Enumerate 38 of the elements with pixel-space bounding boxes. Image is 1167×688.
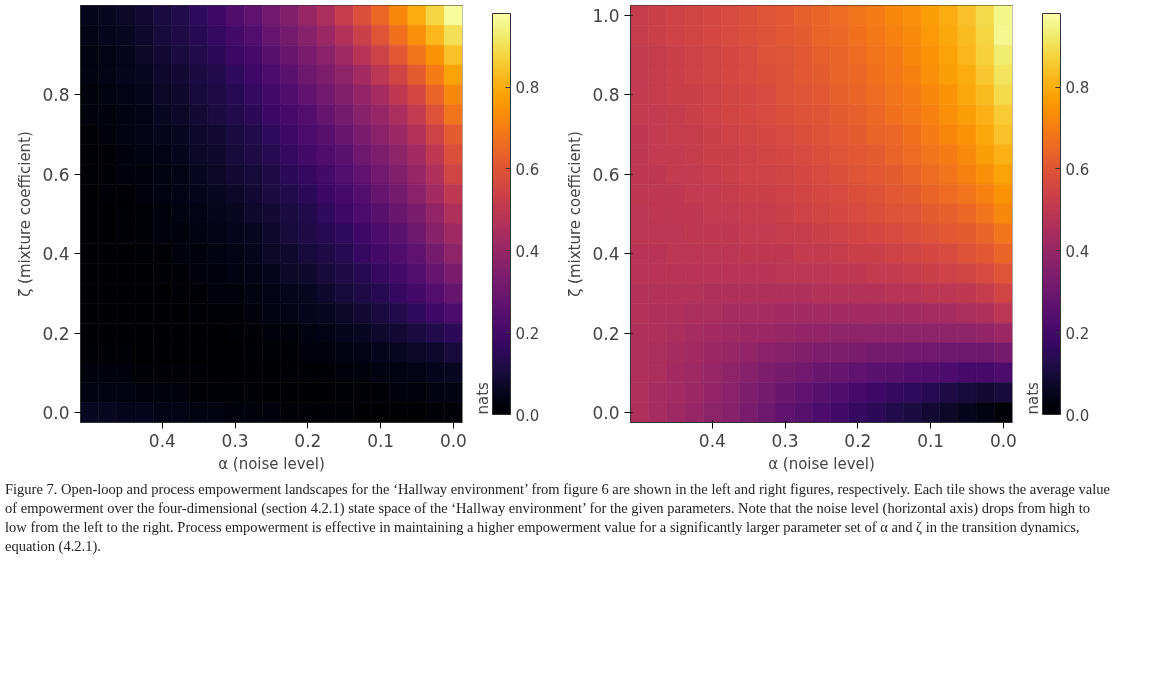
- x-tick-label: 0.0: [989, 430, 1017, 451]
- color-bar-label: 0.8: [515, 79, 540, 98]
- color-bar-label: 0.0: [1065, 406, 1090, 425]
- x-tick-label: 0.2: [844, 430, 872, 451]
- color-bar-title: nats: [473, 381, 492, 415]
- x-tick-label: 0.1: [367, 430, 395, 451]
- y-tick-label: 0.6: [42, 164, 70, 185]
- caption: Figure 7. Open-loop and process empowerment landscapes for the ‘Hallway environment’ from figure 6 are shown in the left and right figures, respectively. Each tile shows the average value of empowerment over the four-dimensional (section 4.2.1) state space of the ‘Hallway environment’ for the given parameters. Note that the noise level (horizontal axis) drops from high to low from the left to the right. Process empowerment is effective in maintaining a higher empowerment value for a significantly larger parameter set of α and ζ in the transition dynamics, equation (4.2.1).: [5, 480, 1111, 556]
- color-bar-label: 0.4: [1065, 242, 1090, 261]
- x-tick-label: 0.0: [439, 430, 467, 451]
- color-bar-label: 0.8: [1065, 79, 1090, 98]
- y-tick-label: 0.8: [592, 85, 620, 106]
- y-tick-label: 0.0: [42, 403, 70, 424]
- y-tick-label: 0.2: [592, 323, 620, 344]
- color-bar-label: 0.2: [515, 324, 540, 343]
- y-tick-label: 0.2: [42, 323, 70, 344]
- x-axis-title: α (noise level): [768, 454, 875, 473]
- x-tick-label: 0.4: [148, 430, 176, 451]
- x-tick-label: 0.3: [221, 430, 249, 451]
- y-axis-title: ζ (mixture coefficient): [566, 131, 585, 297]
- y-tick-label: 0.4: [42, 244, 70, 265]
- y-tick-label: 1.0: [592, 5, 620, 26]
- color-bar-label: 0.6: [1065, 160, 1090, 179]
- y-tick-label: 0.8: [42, 85, 70, 106]
- color-bar-label: 0.0: [515, 406, 540, 425]
- y-tick-label: 0.0: [592, 403, 620, 424]
- x-tick-label: 0.2: [294, 430, 322, 451]
- color-bar-label: 0.6: [515, 160, 540, 179]
- y-tick-label: 0.4: [592, 244, 620, 265]
- y-tick-label: 0.6: [592, 164, 620, 185]
- x-tick-label: 0.3: [771, 430, 799, 451]
- color-bar-title: nats: [1023, 381, 1042, 415]
- x-tick-label: 0.1: [917, 430, 945, 451]
- color-bar-label: 0.4: [515, 242, 540, 261]
- x-axis-title: α (noise level): [218, 454, 325, 473]
- color-bar-label: 0.2: [1065, 324, 1090, 343]
- x-tick-label: 0.4: [698, 430, 726, 451]
- y-axis-title: ζ (mixture coefficient): [16, 131, 35, 297]
